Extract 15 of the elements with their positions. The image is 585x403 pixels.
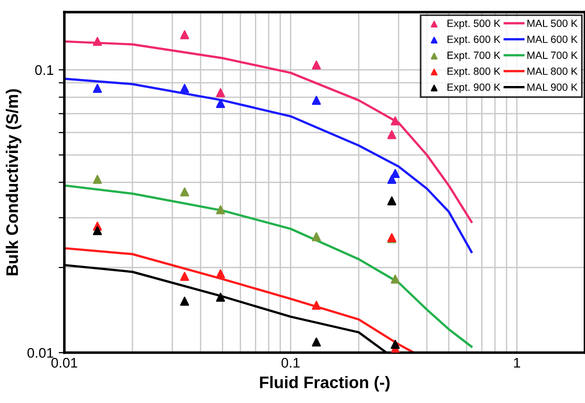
legend-label: Expt. 700 K (448, 52, 500, 62)
legend-label: MAL 700 K (527, 52, 578, 59)
x-axis-title: Fluid Fraction (-) (260, 376, 390, 392)
x-tick-label: 0.01 (51, 358, 78, 368)
legend-label: Expt. 600 K (448, 36, 500, 46)
legend-label: MAL 600 K (527, 36, 578, 43)
legend-label: MAL 800 K (527, 68, 578, 75)
x-tick-label: 0.1 (282, 358, 300, 368)
legend-label: Expt. 800 K (448, 68, 500, 77)
legend-label: MAL 500 K (527, 20, 578, 28)
legend-label: Expt. 500 K (448, 20, 500, 30)
x-tick-label: 1 (514, 358, 520, 368)
legend-label: MAL 900 K (527, 84, 578, 91)
legend-label: Expt. 900 K (448, 84, 500, 93)
y-axis-title: Bulk Conductivity (S/m) (6, 89, 22, 276)
